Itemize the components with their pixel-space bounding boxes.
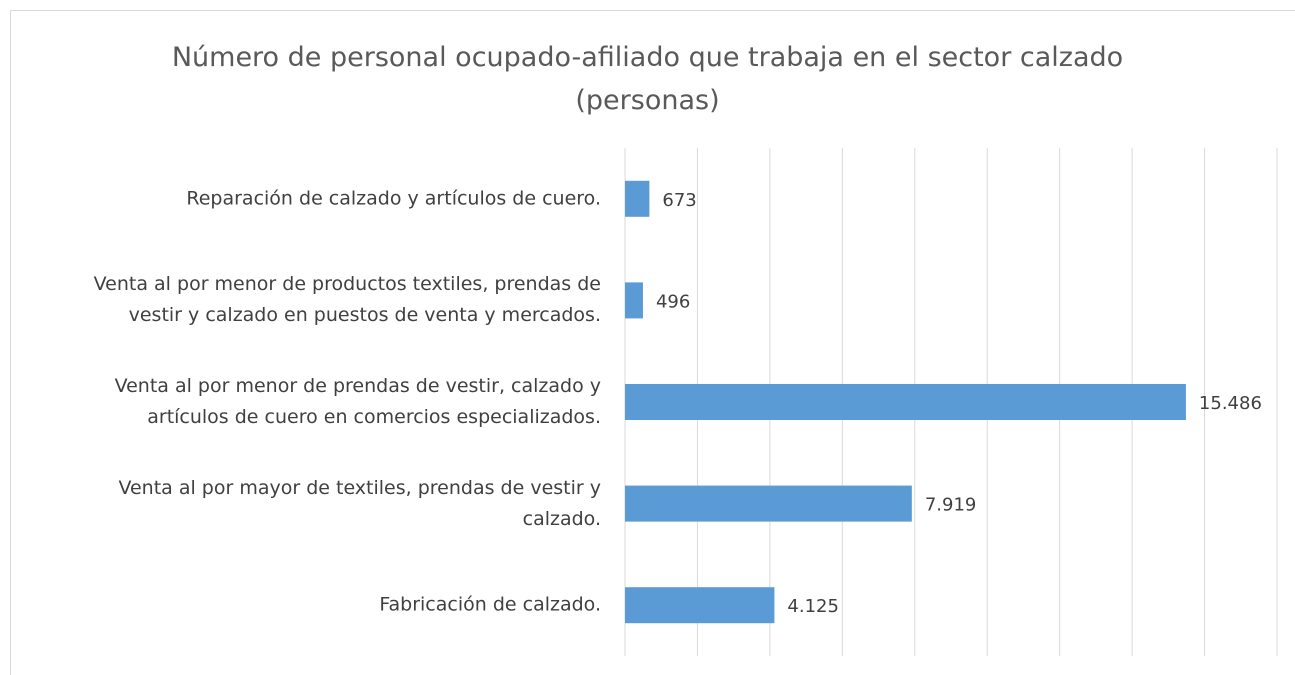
y-tick-label: Fabricación de calzado.: [379, 593, 601, 616]
data-label: 673: [662, 190, 696, 211]
data-label: 7.919: [925, 495, 977, 516]
y-tick-label: Reparación de calzado y artículos de cue…: [186, 187, 601, 210]
data-label: 496: [656, 291, 690, 312]
bar: [625, 180, 650, 217]
data-label: 15.486: [1199, 393, 1262, 414]
chart-title: Número de personal ocupado-afiliado que …: [171, 42, 1124, 116]
bar: [625, 485, 912, 522]
bar: [625, 384, 1186, 420]
bar: [625, 587, 775, 624]
data-label: 4.125: [787, 596, 839, 617]
y-tick-label: Venta al por menor de productos textiles…: [93, 273, 601, 327]
y-tick-label: Venta al por menor de prendas de vestir,…: [114, 375, 601, 428]
y-tick-label: Venta al por mayor de textiles, prendas …: [118, 476, 601, 530]
bar: [625, 282, 643, 319]
chart-frame: [10, 10, 1295, 675]
